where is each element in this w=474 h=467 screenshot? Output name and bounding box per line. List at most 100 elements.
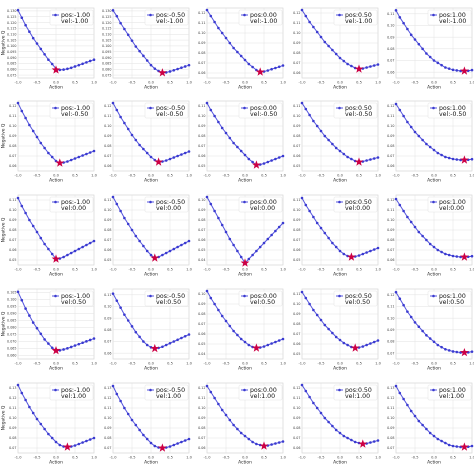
y-tick-label: 0.11 xyxy=(293,198,300,202)
x-tick-label: -0.5 xyxy=(128,174,135,178)
data-point xyxy=(432,148,436,152)
y-tick-label: 0.07 xyxy=(293,332,300,336)
y-tick-label: 0.12 xyxy=(104,396,111,400)
data-point xyxy=(73,344,77,347)
data-point xyxy=(409,409,413,413)
data-point xyxy=(88,338,92,342)
data-point xyxy=(115,392,119,396)
data-point xyxy=(413,414,417,418)
data-point xyxy=(228,41,232,45)
data-point xyxy=(402,397,405,401)
x-tick-label: 0.0 xyxy=(53,174,59,178)
x-tick-label: 0.5 xyxy=(450,456,456,460)
legend-box xyxy=(49,9,94,26)
data-point xyxy=(145,437,149,441)
data-point xyxy=(123,121,126,125)
data-point xyxy=(39,47,43,51)
data-point xyxy=(365,66,368,69)
minimum-star-marker xyxy=(358,439,368,448)
data-point xyxy=(323,40,327,44)
data-point xyxy=(436,343,440,347)
y-tick-label: 0.105 xyxy=(102,38,111,42)
data-point xyxy=(92,337,96,340)
legend-box xyxy=(238,290,283,307)
data-point xyxy=(126,127,130,131)
x-tick-label: -1.0 xyxy=(14,456,22,460)
data-point xyxy=(39,422,43,426)
data-point xyxy=(172,156,176,159)
data-point xyxy=(81,62,84,66)
data-point xyxy=(365,159,368,162)
x-tick-label: 1.0 xyxy=(91,81,97,85)
y-tick-label: 0.10 xyxy=(293,406,300,410)
data-point xyxy=(142,244,145,248)
data-point xyxy=(145,151,149,155)
data-point xyxy=(213,396,216,400)
y-tick-label: 0.09 xyxy=(104,426,111,430)
legend-velocity-label: vel:0.50 xyxy=(250,299,275,306)
data-point xyxy=(69,66,73,70)
data-point xyxy=(24,116,27,120)
data-point xyxy=(417,325,421,328)
legend-box xyxy=(144,384,189,401)
legend-velocity-label: vel:1.00 xyxy=(250,393,275,400)
y-tick-label: 0.07 xyxy=(9,238,16,242)
data-point xyxy=(168,249,172,253)
data-point xyxy=(277,441,281,444)
data-point xyxy=(315,124,319,128)
minimum-star-marker xyxy=(154,157,163,166)
x-tick-label: -1.0 xyxy=(298,268,306,272)
x-tick-label: 0.0 xyxy=(242,268,248,272)
y-tick-label: 0.06 xyxy=(387,70,394,74)
data-point xyxy=(236,249,239,253)
subplot-16: -1.0 -0.5 0.0 0.5 1.0 0.060 0.065 0.070 0.075 0.0… xyxy=(1,288,98,372)
x-tick-label: 0.5 xyxy=(167,268,173,272)
y-tick-label: 0.11 xyxy=(9,198,16,202)
data-point xyxy=(353,440,357,444)
x-tick-label: -1.0 xyxy=(109,81,117,85)
y-tick-label: 0.12 xyxy=(387,104,394,108)
y-tick-label: 0.05 xyxy=(198,248,205,252)
y-tick-label: 0.13 xyxy=(9,386,16,390)
data-point xyxy=(319,226,323,230)
data-point xyxy=(323,323,327,327)
y-tick-label: 0.11 xyxy=(104,293,111,297)
x-tick-label: 1.0 xyxy=(375,174,381,178)
data-point xyxy=(43,338,46,341)
data-point xyxy=(176,338,179,342)
data-point xyxy=(239,54,243,58)
data-point xyxy=(444,441,447,445)
x-tick-label: 1.0 xyxy=(469,81,474,85)
data-point xyxy=(338,249,342,253)
minimum-star-marker xyxy=(354,64,364,73)
data-point xyxy=(262,162,266,165)
legend-swatch-marker xyxy=(243,294,246,298)
legend-swatch-marker xyxy=(149,106,152,110)
data-point xyxy=(126,222,130,226)
x-tick-label: 1.0 xyxy=(280,268,286,272)
legend-velocity-label: vel:-0.50 xyxy=(439,111,466,118)
legend-box xyxy=(49,196,94,213)
y-tick-label: 0.06 xyxy=(9,248,16,252)
x-axis-label: Action xyxy=(333,178,347,184)
data-point xyxy=(217,308,220,312)
data-point xyxy=(447,443,451,447)
data-point xyxy=(115,202,119,206)
x-tick-label: 1.0 xyxy=(375,362,381,366)
data-point xyxy=(447,67,451,70)
legend-position-label: pos:0.50 xyxy=(345,387,372,394)
data-point xyxy=(281,221,285,225)
data-point xyxy=(369,441,372,444)
data-point xyxy=(209,296,213,300)
data-point xyxy=(145,343,149,347)
data-point xyxy=(62,68,65,71)
x-axis-label: Action xyxy=(144,460,158,466)
x-axis-label: Action xyxy=(427,178,441,184)
data-point xyxy=(180,243,183,247)
data-point xyxy=(35,230,39,234)
legend-swatch-marker xyxy=(149,388,152,392)
data-point xyxy=(346,62,349,66)
data-point xyxy=(346,436,349,440)
subplot-22: -1.0 -0.5 0.0 0.5 1.0 0.07 0.08 0.09 0.10 0.11 0.1… xyxy=(104,382,193,466)
